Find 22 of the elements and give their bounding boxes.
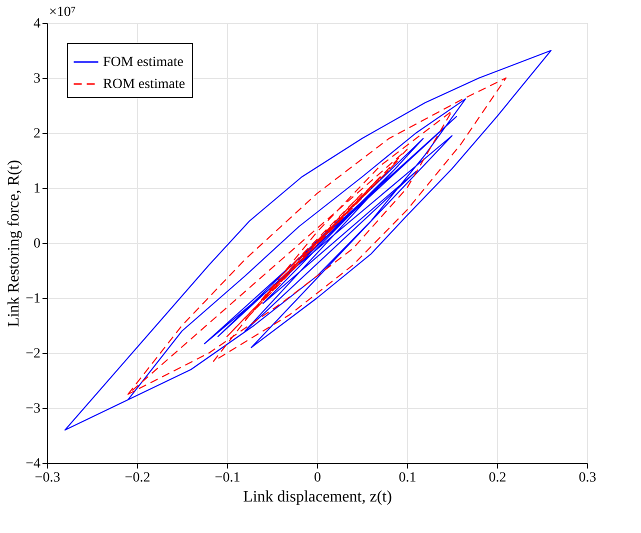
x-tick-label: 0 [314, 470, 321, 486]
y-tick-label: −3 [26, 402, 40, 416]
y-axis-title: Link Restoring force, R(t) [6, 160, 23, 328]
legend-label: FOM estimate [103, 55, 184, 70]
y-tick-label: 2 [34, 126, 40, 142]
x-tick-label: −0.1 [214, 470, 240, 486]
y-tick-label: −2 [26, 346, 40, 362]
y-tick-label: −1 [26, 292, 40, 306]
x-tick-label: −0.3 [34, 470, 60, 486]
text: ×10⁷ [49, 5, 76, 20]
y-tick-label: 0 [34, 236, 40, 252]
legend-label: ROM estimate [103, 77, 186, 92]
y-tick-label: 1 [34, 182, 40, 196]
y-tick-label: 4 [34, 16, 40, 32]
x-tick-label: 0.2 [488, 470, 506, 486]
y-tick-label: −4 [26, 456, 40, 472]
x-tick-label: 0.1 [398, 470, 416, 486]
x-tick-label: 0.3 [578, 470, 596, 486]
x-axis-title: Link displacement, z(t) [243, 488, 392, 506]
x-tick-label: −0.2 [124, 470, 150, 486]
y-tick-label: 3 [34, 72, 40, 86]
line-series [64, 50, 552, 431]
